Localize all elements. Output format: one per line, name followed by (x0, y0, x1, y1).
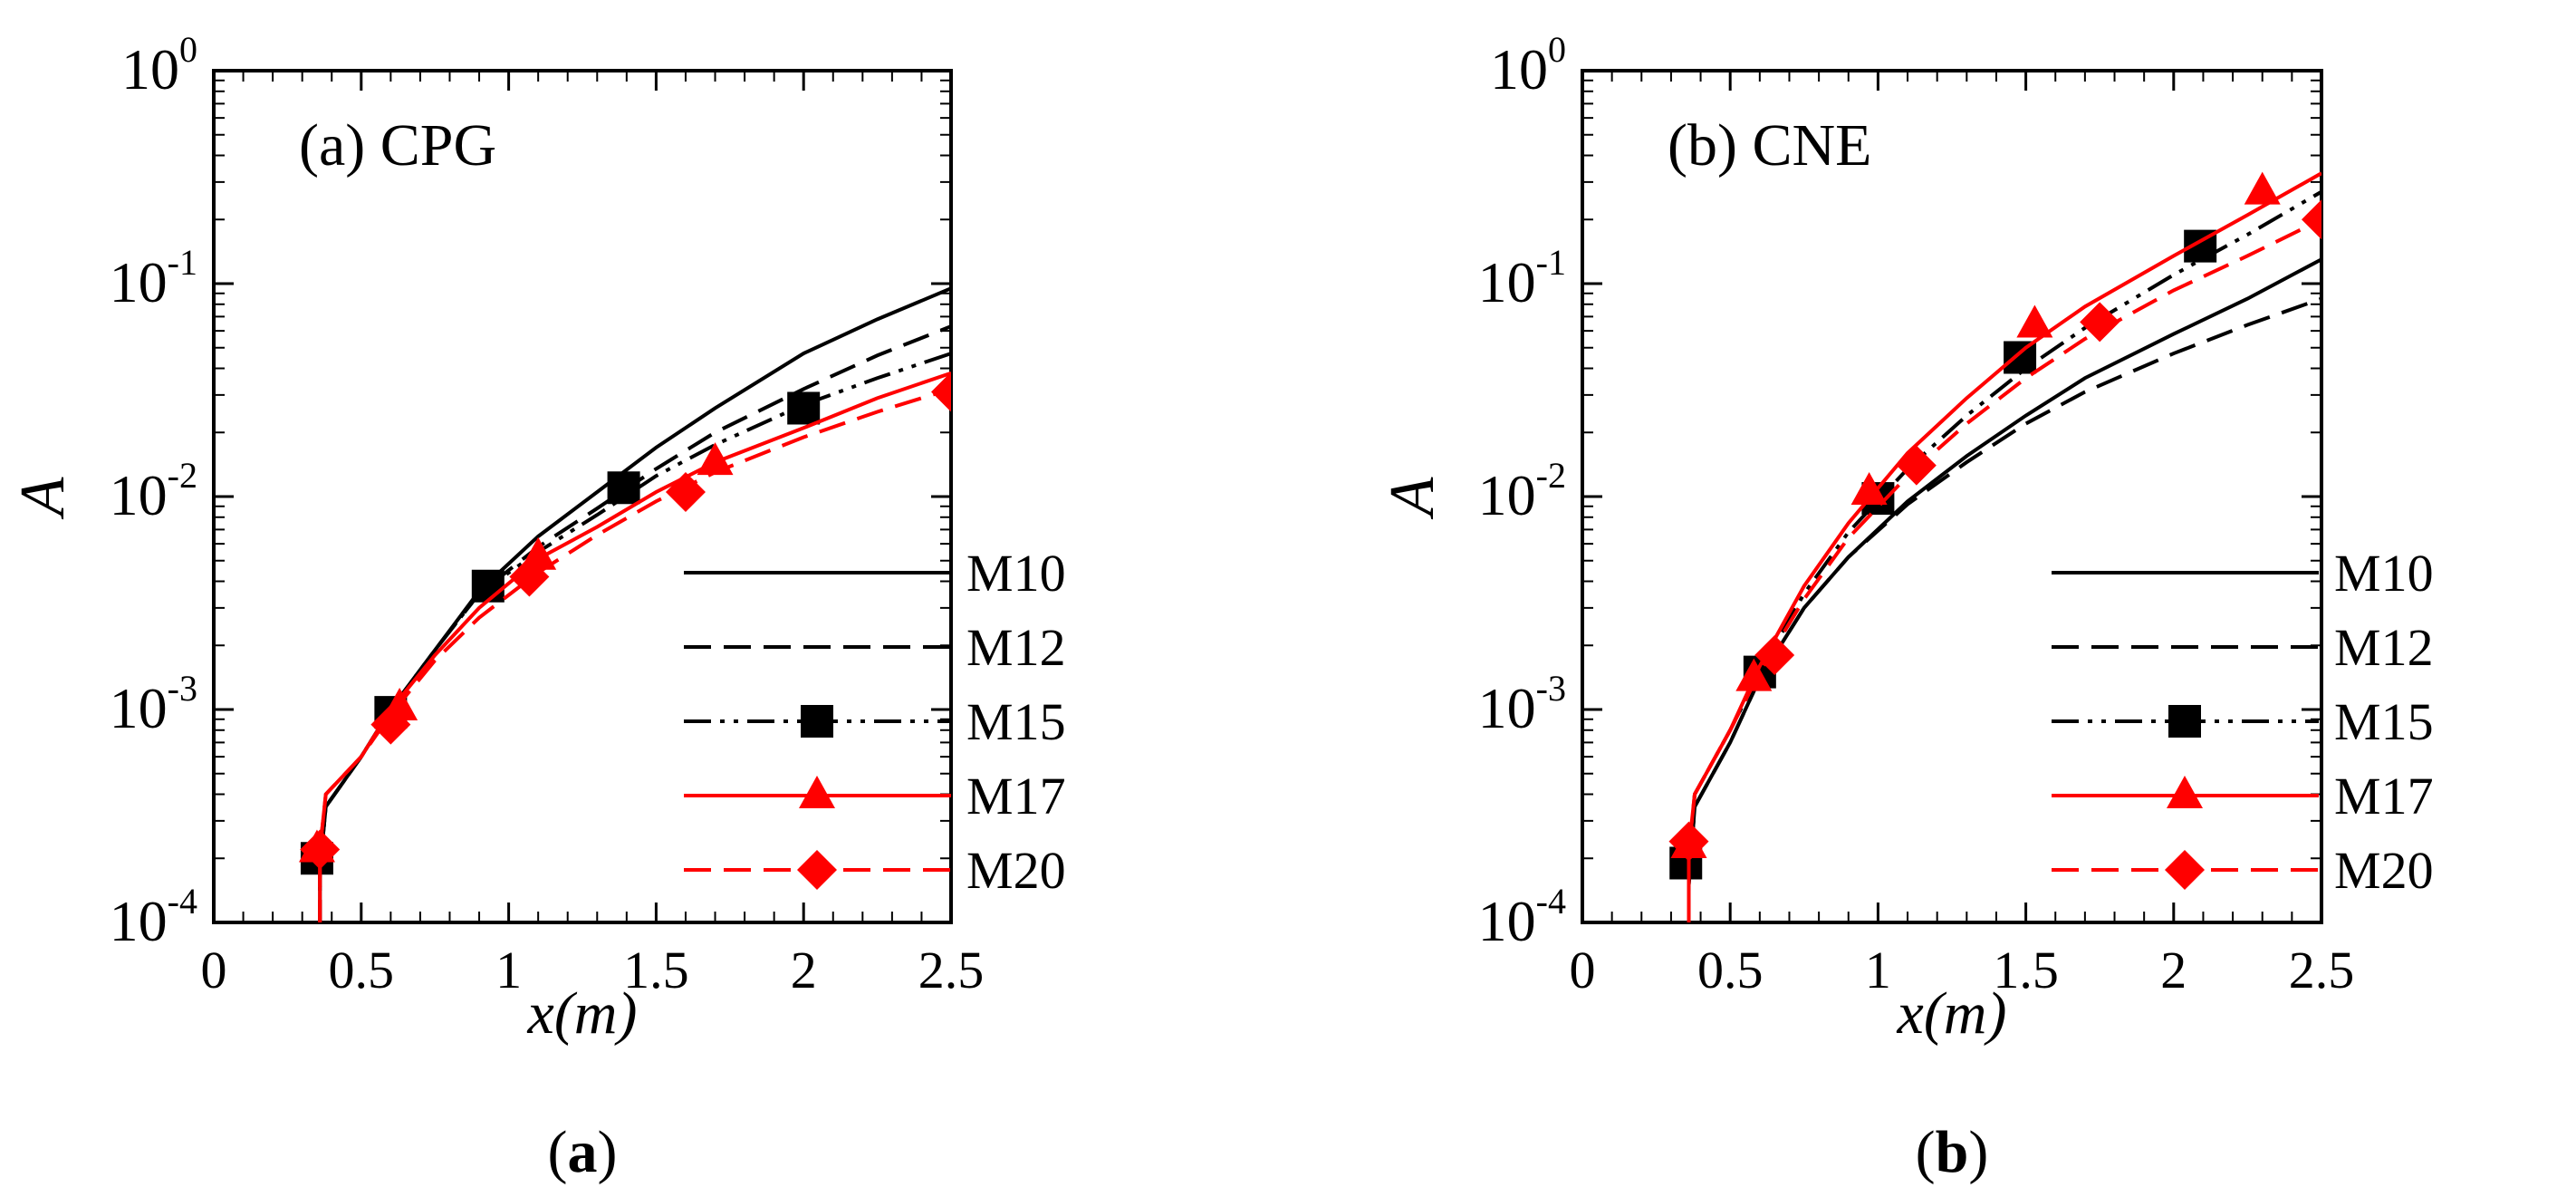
series-line-m15 (318, 352, 951, 922)
series-line-m12 (318, 324, 951, 922)
y-tick-label: 10-4 (110, 881, 197, 953)
panel-b: 0 0.5 1 1.5 2 2.5 100 10-1 10-2 10-3 10-4 x(m) A (b) … (1378, 29, 2434, 1185)
panel-label: (a) CPG (299, 112, 496, 179)
x-tick-label: 0 (201, 941, 227, 999)
marker-m17 (2244, 171, 2281, 205)
legend-label-m10: M10 (966, 544, 1066, 603)
series-line-m10 (318, 286, 951, 922)
marker-m17 (1850, 472, 1888, 506)
legend-marker-m20 (797, 850, 837, 890)
x-tick-label: 2.5 (2289, 941, 2355, 999)
series-line-m17 (318, 371, 951, 922)
x-tick-label: 0.5 (329, 941, 395, 999)
y-tick-label: 10-4 (1478, 881, 1566, 953)
marker-m20 (370, 704, 411, 745)
y-axis-label: A (1378, 477, 1447, 519)
marker-m20 (931, 372, 951, 412)
x-tick-label: 1 (1865, 941, 1891, 999)
panel-a: 0 0.5 1 1.5 2 2.5 100 10-1 10-2 10-3 10-4 x(m) A (a) … (8, 29, 1066, 1185)
legend-label-m17: M17 (2334, 767, 2434, 825)
panel-caption: (b) (1916, 1119, 1989, 1185)
x-tick-label: 1.5 (623, 941, 689, 999)
marker-m20 (2302, 199, 2321, 240)
series-line-m17 (1687, 171, 2321, 922)
legend-marker-m20 (2165, 850, 2205, 890)
legend-label-m12: M12 (966, 618, 1066, 677)
panel-label: (b) CNE (1668, 112, 1871, 179)
y-tick-label: 10-1 (1478, 242, 1566, 314)
y-tick-label: 10-3 (1478, 668, 1566, 740)
series-group (1668, 171, 2321, 922)
series-line-m20 (1687, 217, 2321, 922)
x-axis-label: x(m) (1897, 980, 2007, 1047)
x-tick-label: 1.5 (1993, 941, 2059, 999)
marker-m20 (509, 556, 550, 597)
marker-m20 (665, 472, 706, 513)
marker-m15 (471, 569, 505, 603)
legend-marker-m15 (801, 705, 833, 738)
marker-m20 (300, 829, 341, 870)
legend: M10 M12 M15 M17 M20 (684, 544, 1066, 900)
legend-label-m15: M15 (966, 692, 1066, 751)
y-tick-label: 10-2 (1478, 455, 1566, 527)
legend-marker-m17 (799, 776, 835, 808)
marker-m20 (1668, 821, 1709, 862)
marker-m15 (2004, 341, 2037, 374)
legend-label-m17: M17 (966, 767, 1066, 825)
legend-label-m12: M12 (2334, 618, 2434, 677)
legend-label-m20: M20 (2334, 841, 2434, 900)
y-tick-label: 100 (121, 29, 197, 101)
legend-label-m20: M20 (966, 841, 1066, 900)
y-axis-label: A (8, 477, 78, 519)
y-tick-label: 100 (1490, 29, 1566, 101)
marker-m17 (2016, 304, 2053, 338)
marker-m15 (787, 391, 821, 425)
y-tick-label: 10-2 (110, 455, 197, 527)
x-tick-label: 0.5 (1697, 941, 1764, 999)
series-line-m15 (1687, 189, 2321, 922)
series-line-m20 (318, 387, 951, 922)
marker-m17 (697, 442, 734, 476)
x-tick-label: 2 (2160, 941, 2187, 999)
x-tick-label: 2.5 (918, 941, 985, 999)
x-axis-label: x(m) (527, 980, 638, 1047)
panel-caption: (a) (548, 1119, 618, 1185)
series-group (298, 286, 951, 922)
legend-marker-m17 (2167, 776, 2203, 808)
marker-m20 (2080, 302, 2120, 343)
y-tick-label: 10-1 (110, 242, 197, 314)
marker-m15 (607, 471, 640, 505)
marker-m20 (1896, 445, 1937, 486)
marker-m17 (1735, 658, 1773, 691)
legend: M10 M12 M15 M17 M20 (2052, 544, 2434, 900)
x-tick-label: 2 (791, 941, 817, 999)
y-tick-label: 10-3 (110, 668, 197, 740)
x-tick-label: 1 (495, 941, 522, 999)
marker-m20 (1754, 635, 1795, 676)
legend-label-m10: M10 (2334, 544, 2434, 603)
legend-label-m15: M15 (2334, 692, 2434, 751)
series-line-m12 (1687, 296, 2321, 922)
x-tick-label: 0 (1570, 941, 1596, 999)
legend-marker-m15 (2168, 705, 2201, 738)
